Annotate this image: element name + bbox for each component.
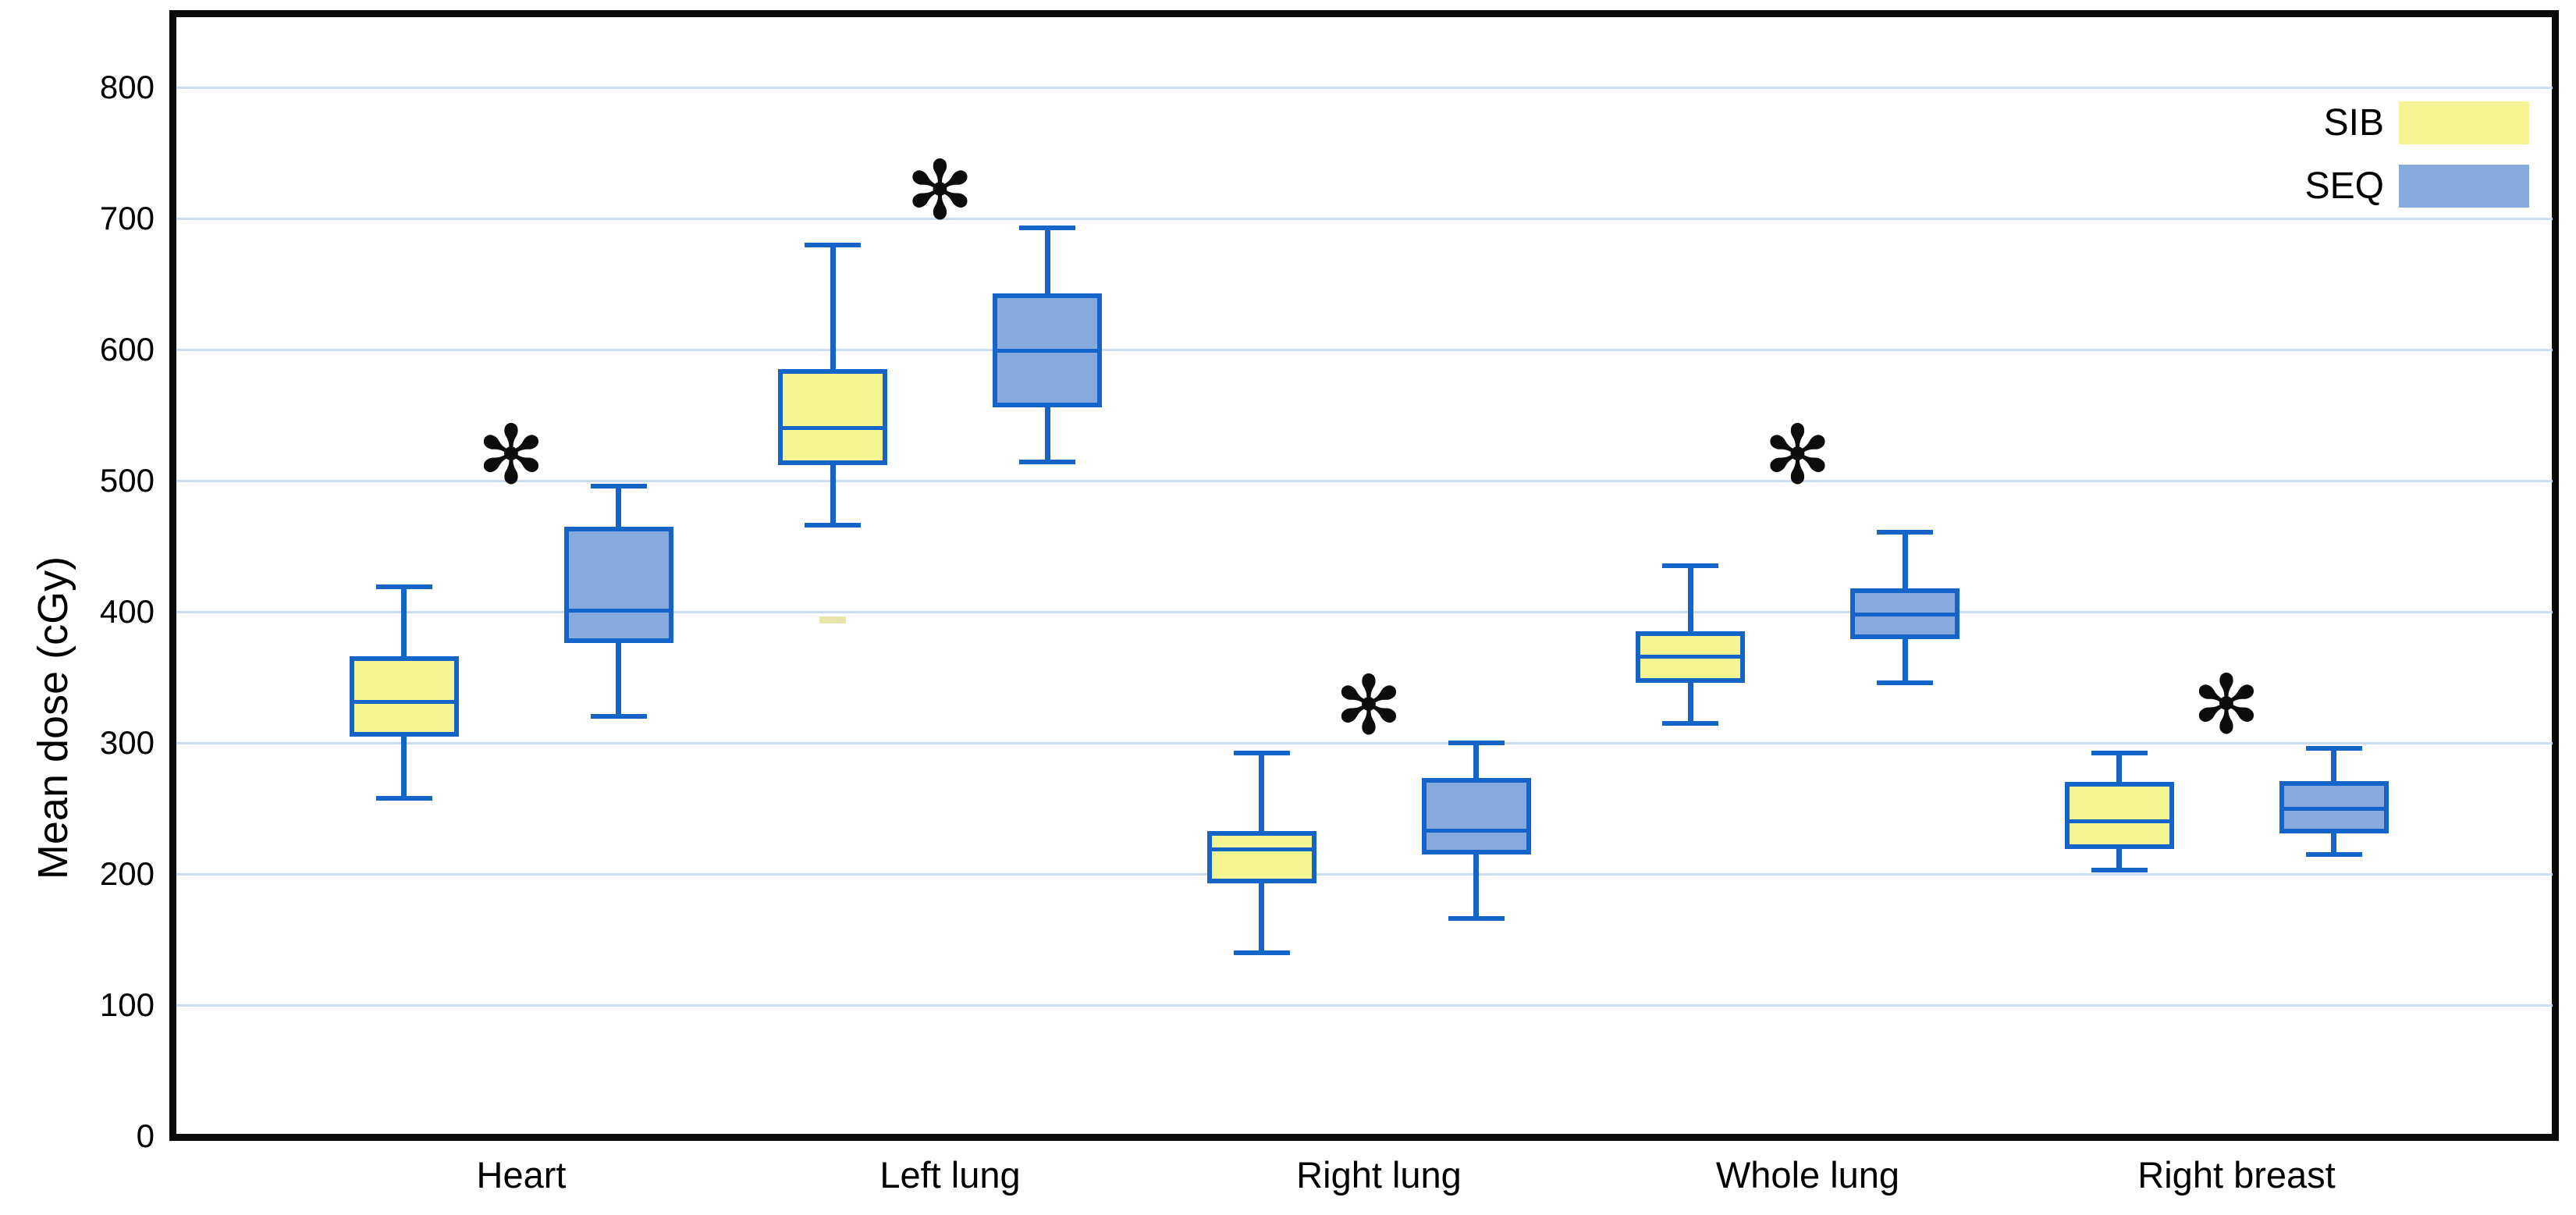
whisker-cap-max-sib-heart [375,584,432,590]
significance-asterisk-left-lung: ✻ [905,142,975,238]
box-sib-left-lung [778,369,887,465]
whisker-cap-min-seq-left-lung [1019,460,1075,465]
y-axis-title: Mean dose (cGy) [30,556,76,880]
whisker-upper-seq-right-breast [2331,748,2336,781]
whisker-upper-sib-left-lung [830,244,836,370]
x-label-right-breast: Right breast [2137,1154,2336,1195]
x-label-right-lung: Right lung [1296,1154,1462,1195]
whisker-cap-min-sib-left-lung [805,523,861,528]
whisker-cap-min-sib-whole-lung [1662,720,1718,726]
median-seq-left-lung [997,349,1097,353]
y-tick-label-800: 800 [99,69,155,105]
whisker-lower-sib-right-lung [1259,883,1264,953]
whisker-cap-max-seq-right-lung [1448,741,1505,745]
gridline-200 [176,872,2553,876]
whisker-upper-seq-heart [616,485,621,527]
gridline-300 [176,741,2553,744]
stray-mark [819,616,846,624]
y-tick-label-100: 100 [99,986,155,1023]
x-label-left-lung: Left lung [879,1154,1021,1195]
legend-swatch-seq [2399,165,2529,208]
y-tick-label-700: 700 [99,200,155,236]
whisker-cap-max-seq-whole-lung [1877,529,1933,535]
whisker-lower-sib-heart [401,736,407,798]
box-sib-heart [349,656,459,737]
significance-asterisk-whole-lung: ✻ [1763,407,1832,503]
whisker-cap-max-sib-whole-lung [1662,563,1718,569]
whisker-cap-min-seq-right-breast [2305,851,2362,857]
whisker-cap-min-sib-right-breast [2091,867,2148,872]
whisker-cap-min-seq-right-lung [1448,916,1505,922]
whisker-upper-sib-right-lung [1259,753,1264,831]
median-seq-right-lung [1426,829,1526,833]
median-seq-heart [568,608,669,613]
y-tick-label-0: 0 [136,1117,155,1154]
whisker-upper-sib-right-breast [2116,753,2122,783]
gridline-500 [176,479,2553,482]
whisker-lower-seq-right-lung [1473,854,1479,919]
whisker-lower-seq-heart [616,643,621,717]
y-tick-label-600: 600 [99,331,155,368]
whisker-cap-max-seq-heart [590,483,647,488]
box-sib-right-breast [2064,782,2174,850]
y-tick-label-300: 300 [99,724,155,761]
box-sib-right-lung [1206,830,1316,883]
whisker-cap-max-seq-left-lung [1019,225,1075,230]
gridline-600 [176,348,2553,351]
whisker-lower-sib-whole-lung [1687,682,1693,723]
legend-label-seq: SEQ [2304,165,2384,207]
whisker-lower-seq-right-breast [2331,833,2336,854]
whisker-upper-sib-whole-lung [1687,566,1693,632]
y-tick-label-400: 400 [99,593,155,630]
whisker-lower-sib-left-lung [830,464,836,526]
whisker-upper-seq-right-lung [1473,743,1479,779]
significance-asterisk-right-lung: ✻ [1334,658,1403,754]
whisker-cap-max-sib-right-lung [1233,751,1290,756]
y-tick-label-200: 200 [99,855,155,892]
median-sib-whole-lung [1640,654,1740,659]
median-sib-right-lung [1211,847,1312,851]
whisker-cap-max-seq-right-breast [2305,745,2362,751]
whisker-cap-max-sib-left-lung [805,242,861,247]
box-seq-heart [563,526,673,644]
box-seq-right-lung [1421,778,1531,854]
median-seq-whole-lung [1855,612,1955,616]
whisker-lower-sib-right-breast [2116,849,2122,870]
median-sib-right-breast [2069,819,2169,824]
whisker-cap-min-sib-heart [375,795,432,801]
whisker-cap-min-seq-heart [590,714,647,719]
whisker-upper-seq-left-lung [1044,227,1050,293]
gridline-700 [176,217,2553,220]
y-tick-label-500: 500 [99,462,155,499]
whisker-cap-max-sib-right-breast [2091,751,2148,756]
whisker-cap-min-seq-whole-lung [1877,680,1933,685]
median-sib-left-lung [783,426,883,431]
whisker-lower-seq-whole-lung [1902,639,1908,683]
gridline-400 [176,610,2553,613]
significance-asterisk-heart: ✻ [477,407,545,503]
x-label-whole-lung: Whole lung [1715,1154,1900,1195]
gridline-100 [176,1004,2553,1007]
whisker-upper-seq-whole-lung [1902,531,1908,588]
median-sib-heart [354,700,454,705]
legend-label-sib: SIB [2323,102,2384,144]
gridline-800 [176,86,2553,89]
median-seq-right-breast [2283,806,2384,811]
whisker-upper-sib-heart [401,587,407,657]
legend-swatch-sib [2399,101,2529,144]
whisker-cap-min-sib-right-lung [1233,950,1290,955]
x-label-heart: Heart [476,1154,567,1195]
whisker-lower-seq-left-lung [1044,407,1050,463]
significance-asterisk-right-breast: ✻ [2192,656,2261,752]
